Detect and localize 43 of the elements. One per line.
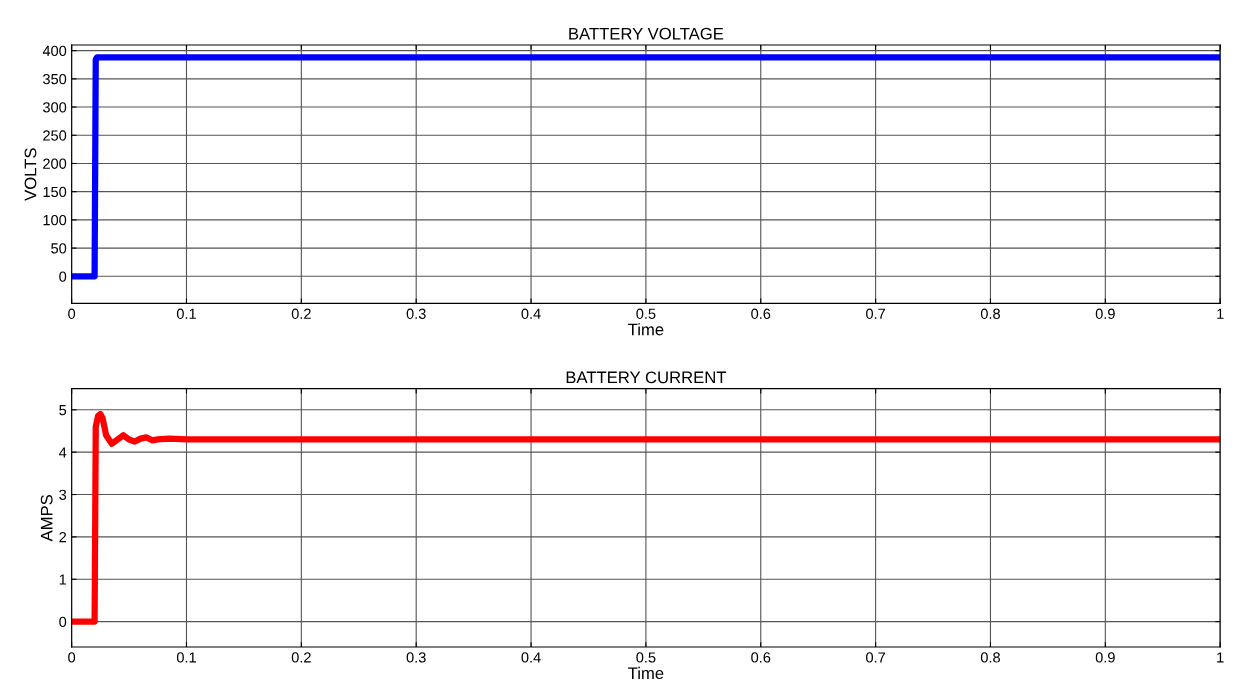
y-tick-label: 4 xyxy=(58,447,67,458)
y-tick-label: 300 xyxy=(43,102,67,113)
x-tick-label: 0.2 xyxy=(291,308,311,319)
x-tick-label: 0.6 xyxy=(751,308,771,319)
x-tick-label: 0.7 xyxy=(866,652,886,663)
y-tick-label: 200 xyxy=(43,158,67,169)
y-tick-label: 2 xyxy=(59,531,67,543)
y-tick-label: 250 xyxy=(43,130,67,141)
y-tick-label: 100 xyxy=(43,214,67,226)
y-tick-label: 350 xyxy=(43,73,67,85)
y-tick-label: 5 xyxy=(59,405,67,416)
x-tick-label: 0.7 xyxy=(866,308,886,319)
y-tick-label: 1 xyxy=(59,574,67,585)
x-tick-label: 0.4 xyxy=(521,652,541,663)
x-tick-label: 1 xyxy=(1217,652,1224,663)
chart-title: BATTERY VOLTAGE xyxy=(569,27,724,40)
y-tick-label: 0 xyxy=(59,616,67,628)
y-axis-title: AMPS xyxy=(40,494,53,542)
x-axis-title: Time xyxy=(628,666,664,680)
x-tick-label: 0.2 xyxy=(291,652,311,663)
x-tick-label: 0.8 xyxy=(980,308,1000,319)
x-tick-label: 0.5 xyxy=(636,308,656,319)
x-axis-title: Time xyxy=(628,323,664,336)
y-tick-label: 50 xyxy=(51,243,67,254)
x-tick-label: 0.1 xyxy=(176,652,196,663)
y-tick-label: 0 xyxy=(59,271,67,282)
x-tick-label: 0.6 xyxy=(751,652,771,663)
x-tick-label: 0.9 xyxy=(1095,308,1115,319)
x-tick-label: 0.4 xyxy=(521,308,541,319)
x-tick-label: 1 xyxy=(1217,308,1224,319)
x-tick-label: 0.8 xyxy=(980,652,1000,663)
y-tick-label: 150 xyxy=(43,186,67,198)
y-axis-title: VOLTS xyxy=(24,148,37,201)
x-tick-label: 0.3 xyxy=(406,308,426,319)
x-tick-label: 0.5 xyxy=(636,652,656,663)
chart-title: BATTERY CURRENT xyxy=(566,371,727,384)
y-tick-label: 400 xyxy=(42,45,67,57)
x-tick-label: 0 xyxy=(68,308,76,319)
x-tick-label: 0 xyxy=(68,652,76,663)
x-tick-label: 0.9 xyxy=(1095,652,1115,663)
y-tick-label: 3 xyxy=(59,489,67,500)
x-tick-label: 0.3 xyxy=(406,652,426,663)
x-tick-label: 0.1 xyxy=(176,308,196,319)
